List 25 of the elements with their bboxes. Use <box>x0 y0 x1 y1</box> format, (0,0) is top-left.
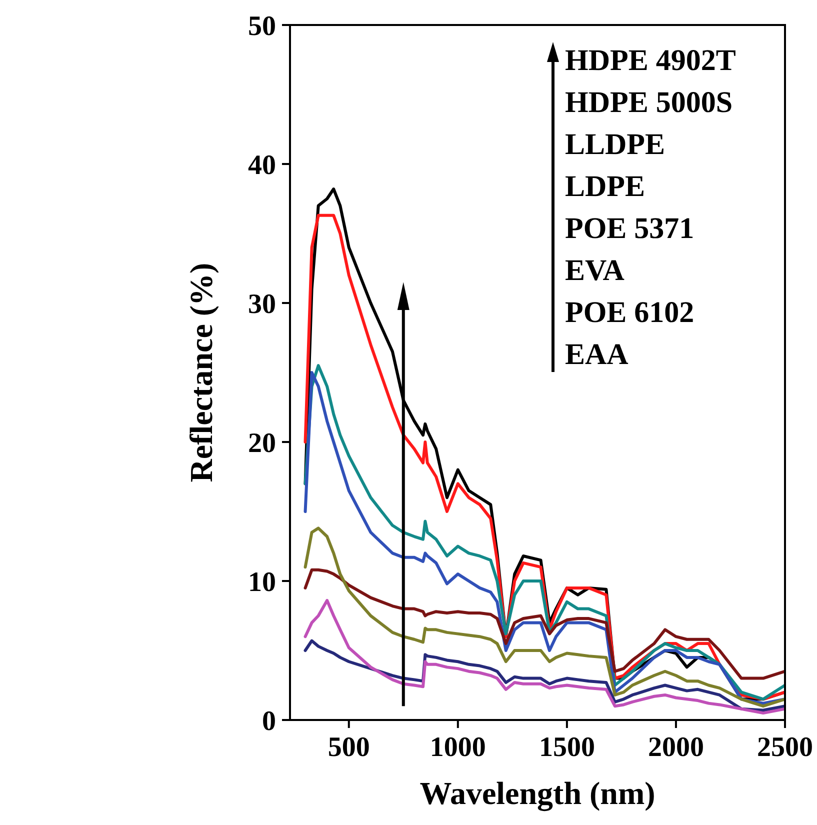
annotation: EVA <box>565 254 625 287</box>
y-tick-label: 0 <box>262 706 276 737</box>
line-series <box>304 568 785 680</box>
annotation: LLDPE <box>565 128 666 161</box>
line-series <box>304 526 785 708</box>
annotation: POE 5371 <box>565 212 694 245</box>
annotation: HDPE 5000S <box>565 86 733 119</box>
line-series <box>304 598 785 715</box>
x-tick-label: 500 <box>328 732 370 763</box>
annotation: EAA <box>565 338 629 371</box>
y-axis-title: Reflectance (%) <box>183 262 219 482</box>
annotation: HDPE 4902T <box>565 44 736 77</box>
x-tick-label: 1000 <box>430 732 486 763</box>
annotation: POE 6102 <box>565 296 694 329</box>
y-tick-label: 20 <box>248 428 276 459</box>
annotation: LDPE <box>565 170 646 203</box>
x-axis-title: Wavelength (nm) <box>420 775 656 812</box>
y-tick-label: 10 <box>248 567 276 598</box>
x-tick-label: 2500 <box>757 732 813 763</box>
x-tick-label: 2000 <box>648 732 704 763</box>
x-tick-label: 1500 <box>538 732 595 763</box>
y-tick-label: 30 <box>248 289 276 320</box>
line-series <box>304 639 785 712</box>
y-tick-label: 50 <box>248 11 276 42</box>
y-tick-label: 40 <box>248 150 276 181</box>
